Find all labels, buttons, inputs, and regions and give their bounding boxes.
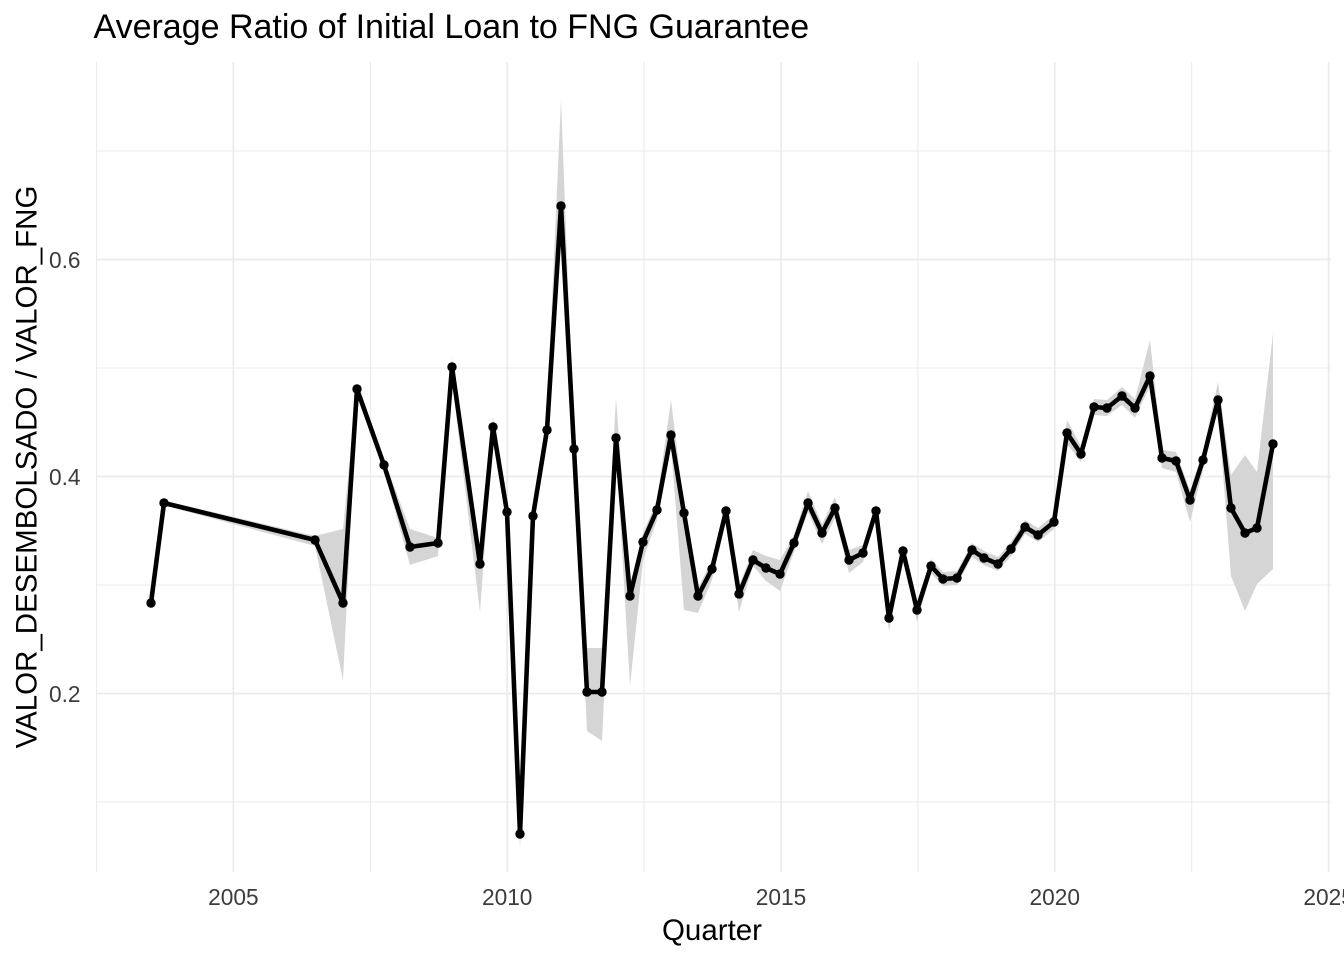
svg-text:VALOR_DESEMBOLSADO / VALOR_FNG: VALOR_DESEMBOLSADO / VALOR_FNG xyxy=(10,186,43,749)
svg-text:2005: 2005 xyxy=(208,884,258,910)
svg-text:0.4: 0.4 xyxy=(49,464,81,490)
svg-text:Average Ratio of Initial Loan: Average Ratio of Initial Loan to FNG Gua… xyxy=(94,8,810,46)
svg-text:2020: 2020 xyxy=(1030,884,1080,910)
svg-text:0.6: 0.6 xyxy=(49,247,81,273)
svg-text:2010: 2010 xyxy=(482,884,532,910)
svg-text:2015: 2015 xyxy=(756,884,806,910)
svg-text:2025: 2025 xyxy=(1303,884,1344,910)
svg-text:0.2: 0.2 xyxy=(49,681,81,707)
svg-text:Quarter: Quarter xyxy=(662,914,762,947)
